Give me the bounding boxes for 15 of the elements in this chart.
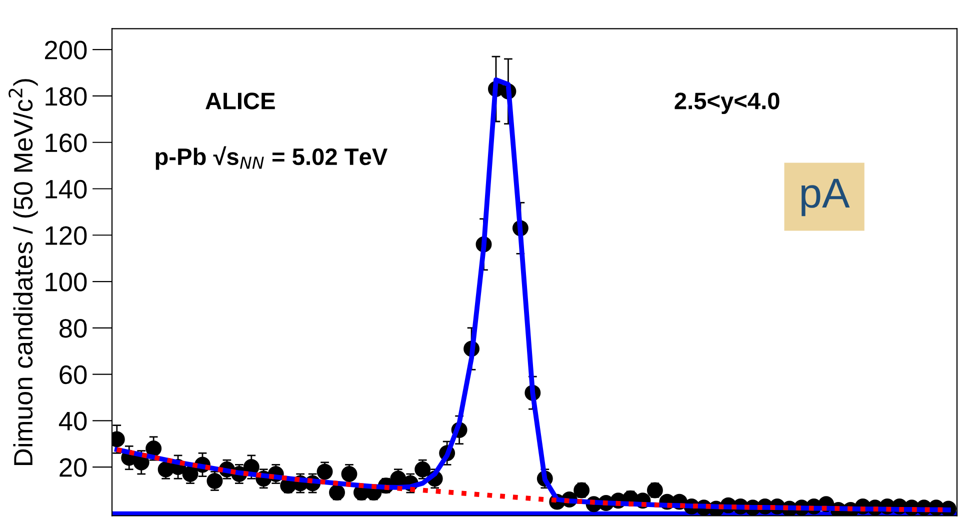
y-tick-label: 160 [46, 134, 87, 152]
y-tick-label: 200 [45, 40, 87, 60]
annotation: ALICE [206, 92, 275, 110]
y-tick-label: 140 [46, 180, 87, 199]
y-tick-label: 60 [60, 365, 87, 384]
y-tick-label: 20 [60, 458, 87, 477]
y-tick-label: 40 [58, 412, 87, 430]
annotation: pA [802, 178, 850, 216]
y-tick-label: 80 [59, 319, 87, 338]
annotation: 2.5<y<4.0 [674, 92, 780, 114]
annotation: p-Pb √s$_{NN}$ = 5.02 TeV [156, 146, 388, 170]
y-axis-title: Dimuon candidates / (50 MeV/c$^{2}$) [8, 79, 38, 465]
y-tick-label: 120 [46, 226, 87, 245]
y-tick-label: 180 [46, 87, 87, 106]
y-tick-label: 100 [46, 272, 87, 292]
